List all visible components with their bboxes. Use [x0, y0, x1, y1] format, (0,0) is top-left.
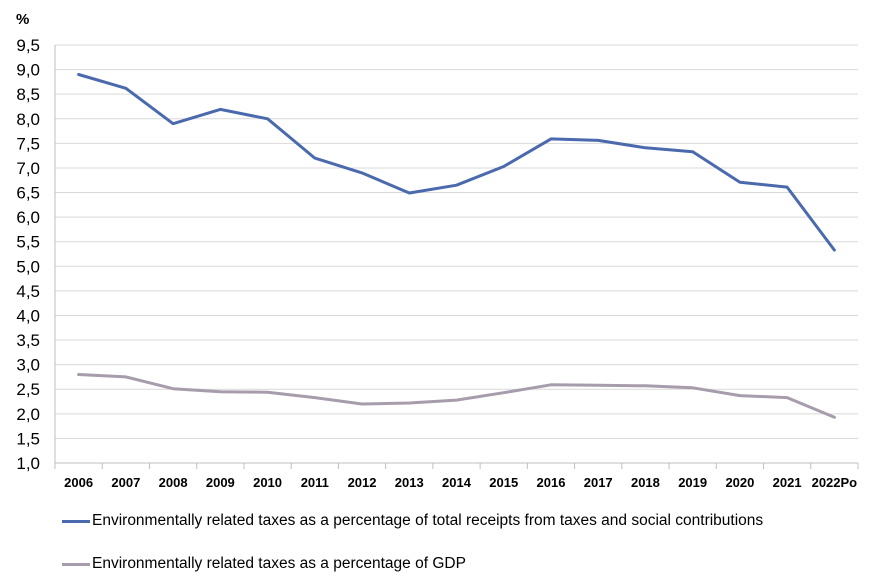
y-tick-label: 1,0 — [16, 454, 40, 473]
x-tick-label: 2016 — [537, 475, 566, 490]
series-line-2 — [77, 373, 836, 419]
x-tick-label: 2022Po — [812, 475, 858, 490]
x-tick-label: 2019 — [678, 475, 707, 490]
x-tick-label: 2011 — [301, 475, 329, 490]
legend-label-gdp: Environmentally related taxes as a perce… — [92, 555, 466, 572]
x-tick-label: 2009 — [206, 475, 235, 490]
y-unit-label: % — [16, 11, 29, 28]
x-tick-label: 2014 — [442, 475, 472, 490]
legend-swatch-gdp — [62, 562, 90, 566]
legend-item-total-receipts: Environmentally related taxes as a perce… — [62, 512, 867, 530]
y-tick-label: 8,5 — [16, 85, 40, 104]
x-tick-label: 2013 — [395, 475, 424, 490]
x-tick-label: 2021 — [773, 475, 802, 490]
y-tick-label: 6,0 — [16, 208, 40, 227]
y-tick-label: 6,5 — [16, 184, 40, 203]
y-tick-label: 5,0 — [16, 257, 40, 276]
x-tick-label: 2015 — [489, 475, 518, 490]
x-tick-label: 2018 — [631, 475, 660, 490]
y-tick-labels: 1,0 1,5 2,0 2,5 3,0 3,5 4,0 4,5 5,0 5,5 6,0 6,5 7,0 7… — [16, 36, 40, 473]
x-tick-label: 2007 — [111, 475, 140, 490]
legend-item-gdp: Environmentally related taxes as a perce… — [62, 555, 867, 573]
gridlines — [55, 44, 858, 439]
y-tick-label: 4,5 — [16, 282, 40, 301]
y-tick-label: 7,5 — [16, 134, 40, 153]
y-tick-label: 2,5 — [16, 380, 40, 399]
x-tick-label: 2010 — [253, 475, 282, 490]
series-lines — [77, 73, 836, 419]
y-tick-label: 2,0 — [16, 405, 40, 424]
legend-label-total-receipts: Environmentally related taxes as a perce… — [92, 512, 764, 529]
legend-swatch-total-receipts — [62, 519, 90, 523]
y-tick-label: 1,5 — [16, 429, 40, 448]
x-tick-label: 2008 — [159, 475, 188, 490]
x-tick-label: 2012 — [348, 475, 377, 490]
y-tick-label: 3,0 — [16, 356, 40, 375]
series-line-1 — [77, 73, 836, 252]
y-tick-label: 9,0 — [16, 61, 40, 80]
axes — [54, 45, 859, 469]
x-tick-label: 2006 — [64, 475, 93, 490]
x-tick-labels: 2006 2007 2008 2009 2010 2011 2012 2013 2014 2015… — [64, 475, 857, 490]
y-tick-label: 5,5 — [16, 233, 40, 252]
x-tick-label: 2017 — [584, 475, 613, 490]
y-tick-label: 3,5 — [16, 331, 40, 350]
y-tick-label: 9,5 — [16, 36, 40, 55]
y-tick-label: 7,0 — [16, 159, 40, 178]
y-tick-label: 8,0 — [16, 110, 40, 129]
y-tick-label: 4,0 — [16, 306, 40, 325]
x-tick-label: 2020 — [725, 475, 754, 490]
